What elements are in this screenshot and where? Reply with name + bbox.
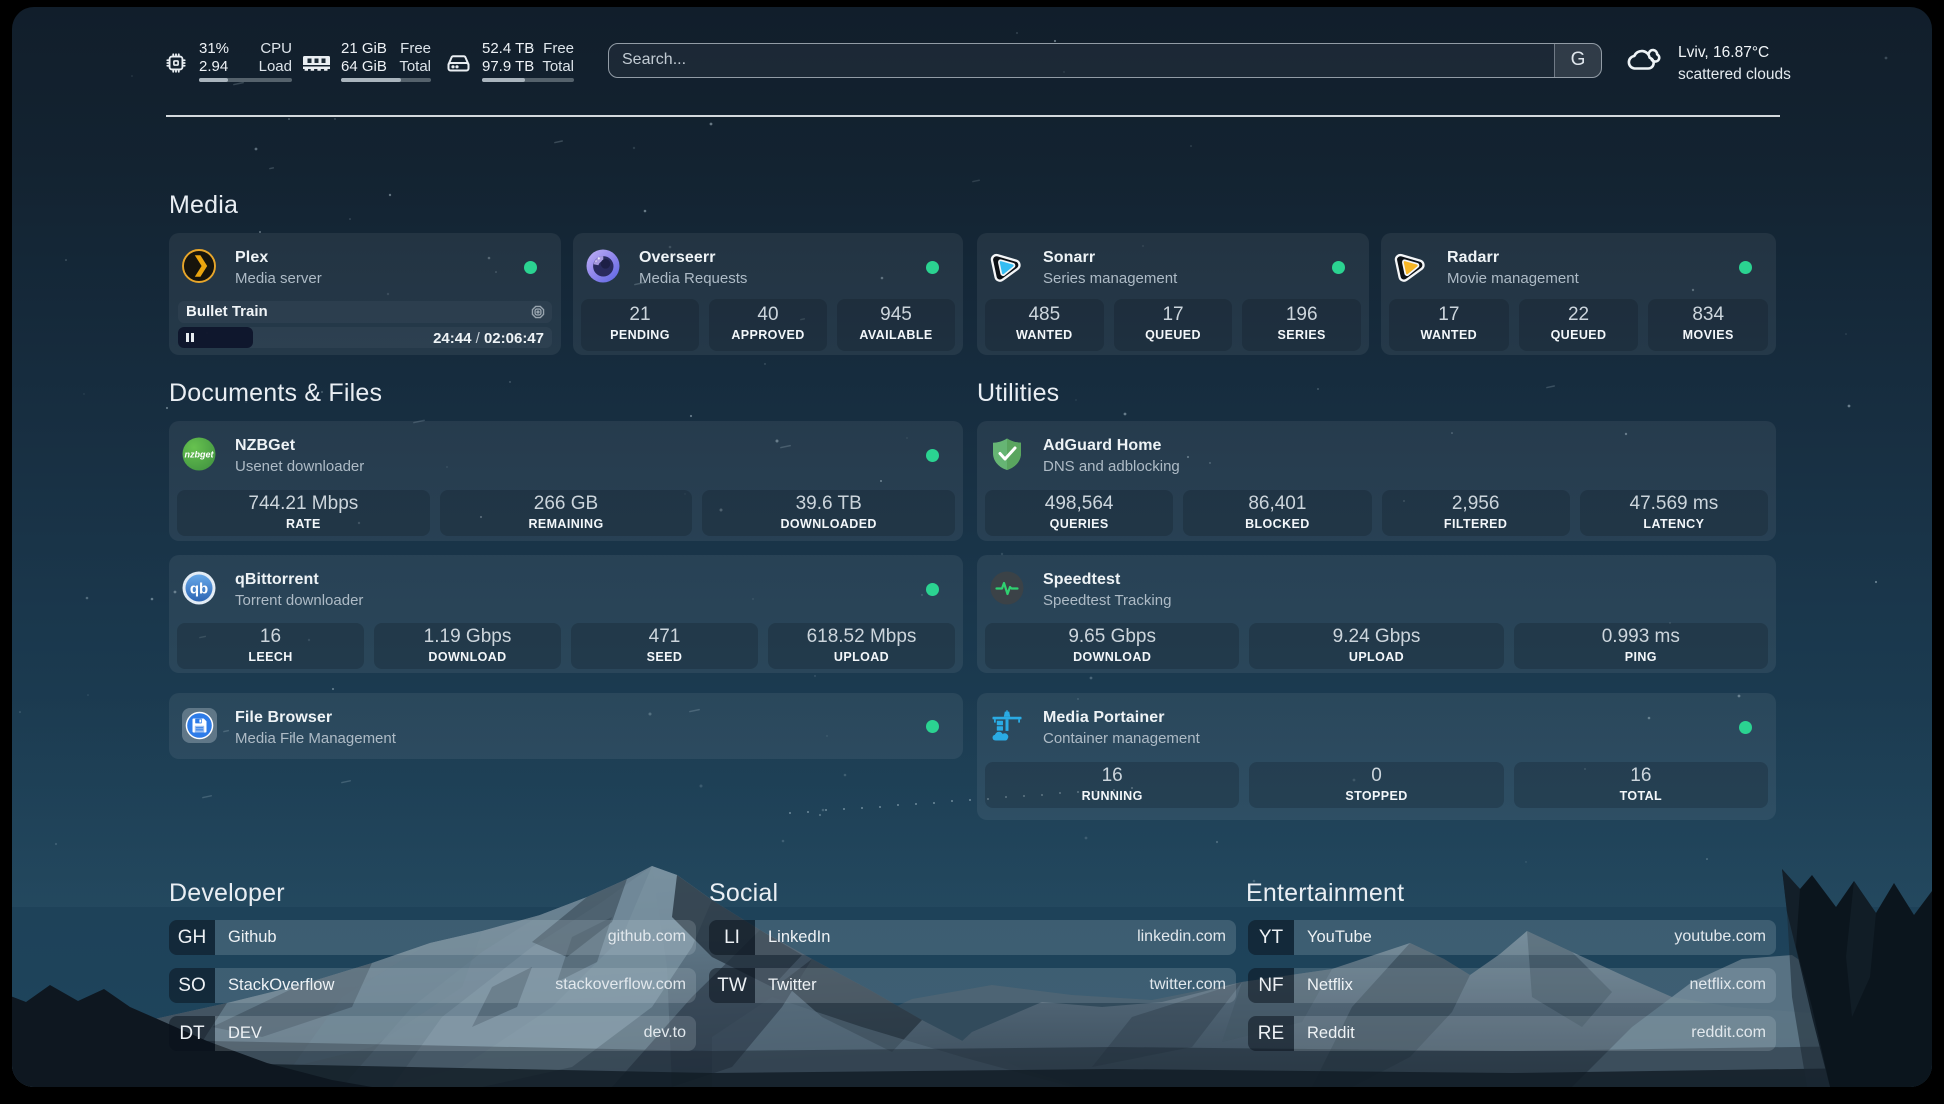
svg-text:qb: qb	[190, 581, 208, 598]
svg-text:nzbget: nzbget	[185, 450, 215, 460]
